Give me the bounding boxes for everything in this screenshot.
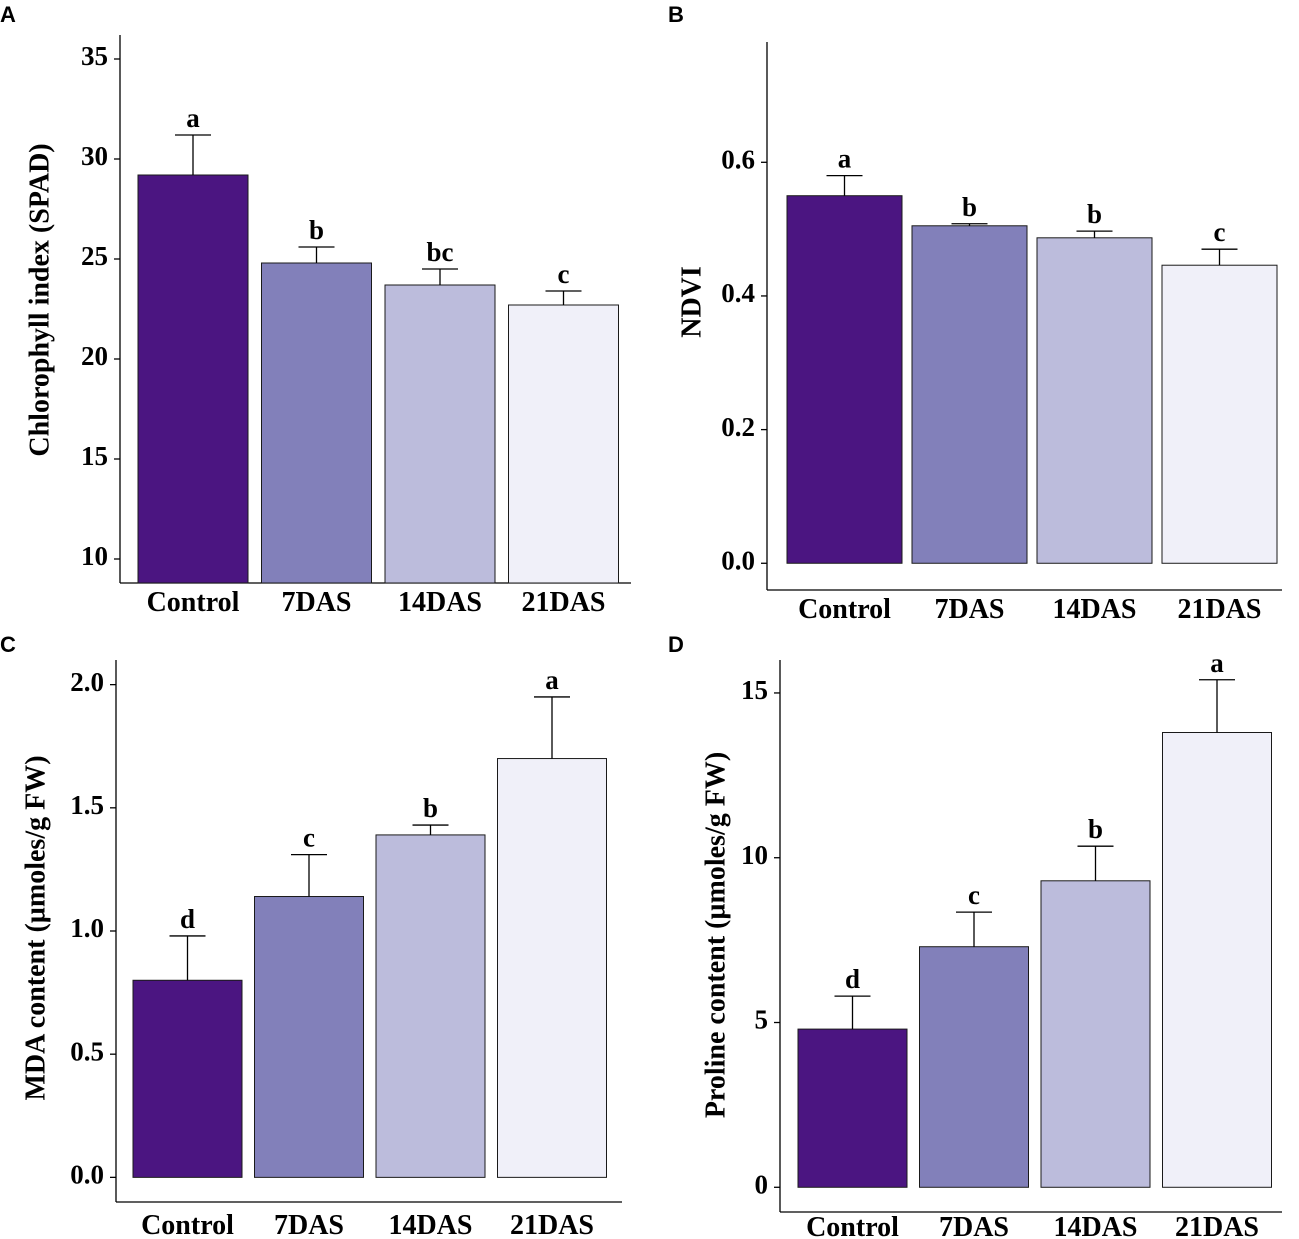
significance-label: b [1087,199,1102,229]
y-tick-label: 30 [81,141,108,171]
y-tick-label: 35 [81,41,108,71]
significance-label: a [545,665,559,695]
significance-label: c [1214,217,1226,247]
bar-21das [1161,264,1278,564]
y-tick-label: 10 [81,541,108,571]
x-category-label: 7DAS [274,1210,344,1239]
x-category-label: Control [806,1212,899,1239]
x-category-label: 14DAS [1053,1212,1137,1239]
significance-label: b [309,215,324,245]
y-tick-label: 0.0 [721,545,755,575]
y-tick-label: 2.0 [70,667,104,697]
y-axis-title: NDVI [676,266,707,338]
panel-b: B 0.0 0.2 0.4 0.6 NDVI a Control b 7DAS b 14DAS c 21D… [668,2,1282,625]
panel-letter: B [668,2,684,27]
x-category-label: Control [141,1210,234,1239]
x-category-label: 21DAS [1175,1212,1259,1239]
bar-control [137,174,249,584]
y-tick-label: 5 [755,1005,769,1035]
significance-label: a [838,144,852,174]
bar-control [797,1028,908,1188]
y-tick-label: 0.6 [721,144,755,174]
panel-letter: C [0,632,16,657]
y-tick-label: 15 [741,675,768,705]
y-tick-label: 1.5 [70,790,104,820]
x-category-label: 7DAS [281,587,351,618]
bar-14das [384,284,496,584]
y-tick-label: 25 [81,241,108,271]
y-tick-label: 0.5 [70,1036,104,1066]
significance-label: c [558,259,570,289]
significance-label: d [845,964,860,994]
x-category-label: 7DAS [939,1212,1009,1239]
significance-label: c [968,880,980,910]
x-category-label: 21DAS [521,587,605,618]
significance-label: b [423,793,438,823]
y-axis-title: Proline content (µmoles/g FW) [700,752,731,1118]
bar-21das [508,304,619,584]
bar-7das [254,896,364,1178]
significance-label: bc [427,237,454,267]
significance-label: d [180,904,195,934]
x-category-label: 21DAS [510,1210,594,1239]
bar-14das [375,834,486,1178]
bar-21das [1162,732,1272,1188]
y-tick-label: 0 [755,1169,769,1199]
bar-21das [497,758,607,1178]
bar-7das [911,225,1028,564]
x-category-label: 14DAS [398,587,482,618]
y-axis-title: MDA content (µmoles/g FW) [20,755,51,1100]
x-category-label: 7DAS [934,594,1004,625]
x-category-label: 14DAS [388,1210,472,1239]
bar-7das [261,262,372,584]
panel-letter: D [668,632,684,657]
y-axis-title: Chlorophyll index (SPAD) [24,143,55,456]
significance-label: a [1210,648,1224,678]
significance-label: b [1088,814,1103,844]
significance-label: c [303,823,315,853]
x-category-label: Control [798,594,891,625]
bar-control [786,195,903,564]
panel-d: D 0 5 10 15 Proline content (µmoles/g FW) d Con… [668,632,1282,1239]
x-category-label: 21DAS [1177,594,1261,625]
bar-14das [1040,880,1151,1188]
y-tick-label: 0.2 [721,412,755,442]
panel-c: C 0.0 0.5 1.0 1.5 2.0 MDA content (µmoles/g FW… [0,632,622,1239]
y-tick-label: 20 [81,341,108,371]
y-tick-label: 0.4 [721,278,755,308]
panel-a: A 10 15 20 25 30 35 Chlorophyll index (SPAD) a Co… [0,2,631,618]
y-tick-label: 10 [741,840,768,870]
x-category-label: Control [147,587,240,618]
y-tick-label: 0.0 [70,1160,104,1190]
y-tick-label: 15 [81,441,108,471]
significance-label: b [962,192,977,222]
x-category-label: 14DAS [1052,594,1136,625]
y-tick-label: 1.0 [70,913,104,943]
significance-label: a [186,103,200,133]
bar-14das [1036,237,1153,564]
bar-7das [919,946,1029,1188]
bar-control [132,979,243,1178]
panel-letter: A [0,2,16,27]
